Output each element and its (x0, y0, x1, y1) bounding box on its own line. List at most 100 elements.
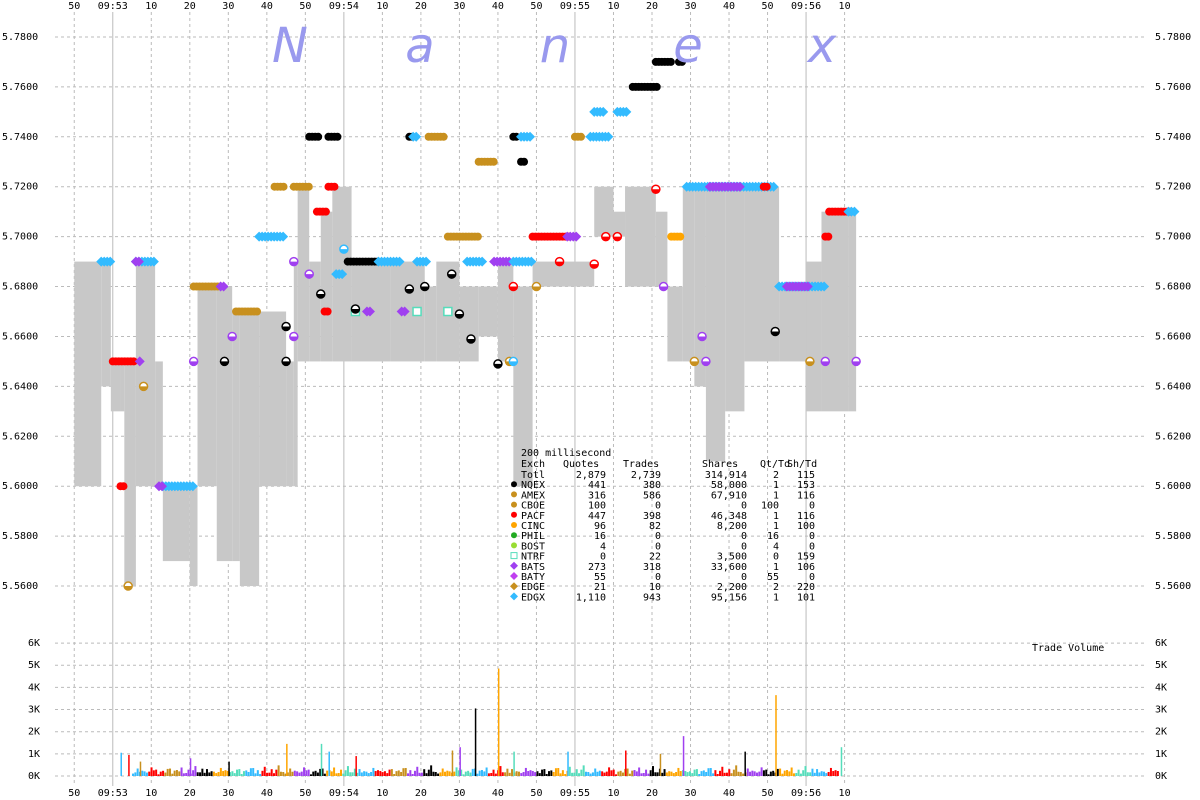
volume-bar (688, 771, 691, 776)
trade-marker-fill (466, 338, 475, 343)
quote-marker-pacf (824, 232, 833, 241)
volume-tick-label-right: 3K (1155, 705, 1167, 716)
volume-tick-label-right: 2K (1155, 727, 1167, 738)
volume-bar (194, 766, 197, 776)
volume-bar (739, 772, 742, 776)
volume-bar (834, 770, 837, 776)
nbbo-band-segment (667, 286, 683, 362)
time-tick-label-bottom: 10 (376, 788, 388, 799)
volume-bar (640, 773, 643, 776)
volume-bar (136, 768, 139, 776)
volume-bar (169, 768, 172, 776)
price-tick-label-right: 5.6600 (1155, 331, 1191, 342)
time-tick-label-top: 09:56 (791, 1, 821, 12)
volume-bar (400, 771, 403, 776)
volume-bar (506, 768, 509, 776)
legend-cell: 4 (600, 541, 606, 552)
volume-bar (820, 771, 823, 776)
legend-cell: 82 (649, 521, 661, 532)
time-tick-label-bottom: 40 (261, 788, 273, 799)
volume-bar (150, 767, 153, 776)
legend-cell: 101 (797, 592, 815, 603)
legend-cell: 58,000 (711, 480, 747, 491)
volume-tick-label-right: 1K (1155, 749, 1167, 760)
volume-bar (730, 773, 733, 776)
volume-bar (319, 768, 322, 776)
volume-bar (721, 766, 724, 776)
volume-bar (430, 765, 433, 776)
volume-bar (615, 774, 618, 776)
volume-spike (228, 761, 230, 776)
volume-bar (416, 766, 419, 776)
volume-bar (527, 771, 530, 776)
volume-bar (765, 769, 768, 776)
trade-marker-fill (852, 361, 861, 366)
volume-bar (437, 773, 440, 776)
legend-marker (510, 561, 518, 570)
volume-spike (451, 750, 454, 776)
volume-bar (591, 772, 594, 776)
legend-cell: 33,600 (711, 562, 747, 573)
volume-bar (631, 770, 634, 776)
volume-bar (501, 772, 504, 776)
quote-marker-nqex (666, 57, 675, 66)
legend-cell: 116 (797, 490, 815, 501)
time-tick-label-top: 09:53 (98, 1, 128, 12)
trade-marker-fill (405, 289, 414, 294)
legend-cell: 447 (588, 511, 606, 522)
volume-bar (691, 773, 694, 776)
quote-marker-nqex (652, 82, 661, 91)
logo-letter: a (405, 18, 434, 74)
volume-bar (816, 769, 819, 776)
legend-cell: CBOE (521, 501, 545, 512)
volume-bar (236, 769, 239, 776)
legend-cell: 1 (773, 511, 779, 522)
legend-cell: 46,348 (711, 511, 747, 522)
volume-bar (413, 770, 416, 776)
volume-bar (494, 773, 497, 776)
trade-marker-fill (555, 261, 564, 266)
volume-bar (275, 769, 278, 776)
legend-marker (510, 592, 518, 601)
volume-bar (483, 771, 486, 776)
time-tick-label-top: 30 (453, 1, 465, 12)
volume-bar (457, 770, 460, 776)
volume-bar (247, 771, 250, 776)
price-tick-label-right: 5.7000 (1155, 232, 1191, 243)
nbbo-band-segment (162, 486, 190, 562)
nbbo-band-segment (216, 286, 233, 562)
legend-interval: 200 millisecond (521, 448, 611, 459)
quote-marker-edgx (849, 206, 860, 217)
volume-tick-label-left: 3K (28, 705, 40, 716)
volume-bar (367, 773, 370, 776)
legend-marker (511, 481, 517, 488)
volume-bar (386, 773, 389, 776)
volume-bar (753, 771, 756, 776)
volume-bar (584, 771, 587, 776)
legend-cell: 943 (643, 592, 661, 603)
volume-bar (439, 772, 442, 776)
logo-letter: n (540, 18, 570, 74)
nbbo-band-segment (532, 261, 595, 287)
trade-marker-ntrf (443, 306, 453, 317)
volume-bar (145, 772, 148, 776)
volume-bar (573, 772, 576, 776)
volume-bar (608, 767, 611, 776)
volume-bar (444, 771, 447, 776)
volume-bar (601, 771, 604, 776)
volume-bar (755, 772, 758, 776)
volume-bar (411, 774, 414, 776)
quote-marker-bats (399, 306, 410, 317)
volume-bar (208, 772, 211, 776)
legend-cell: 316 (588, 490, 606, 501)
volume-bar (626, 768, 629, 776)
volume-spike (120, 752, 122, 776)
volume-bar (575, 769, 578, 776)
volume-bar (453, 771, 456, 776)
volume-bar (166, 768, 169, 776)
quote-marker-pacf (129, 357, 138, 366)
legend-marker (511, 532, 517, 539)
volume-bar (827, 772, 830, 776)
volume-bar (446, 770, 449, 776)
volume-bar (268, 772, 271, 776)
